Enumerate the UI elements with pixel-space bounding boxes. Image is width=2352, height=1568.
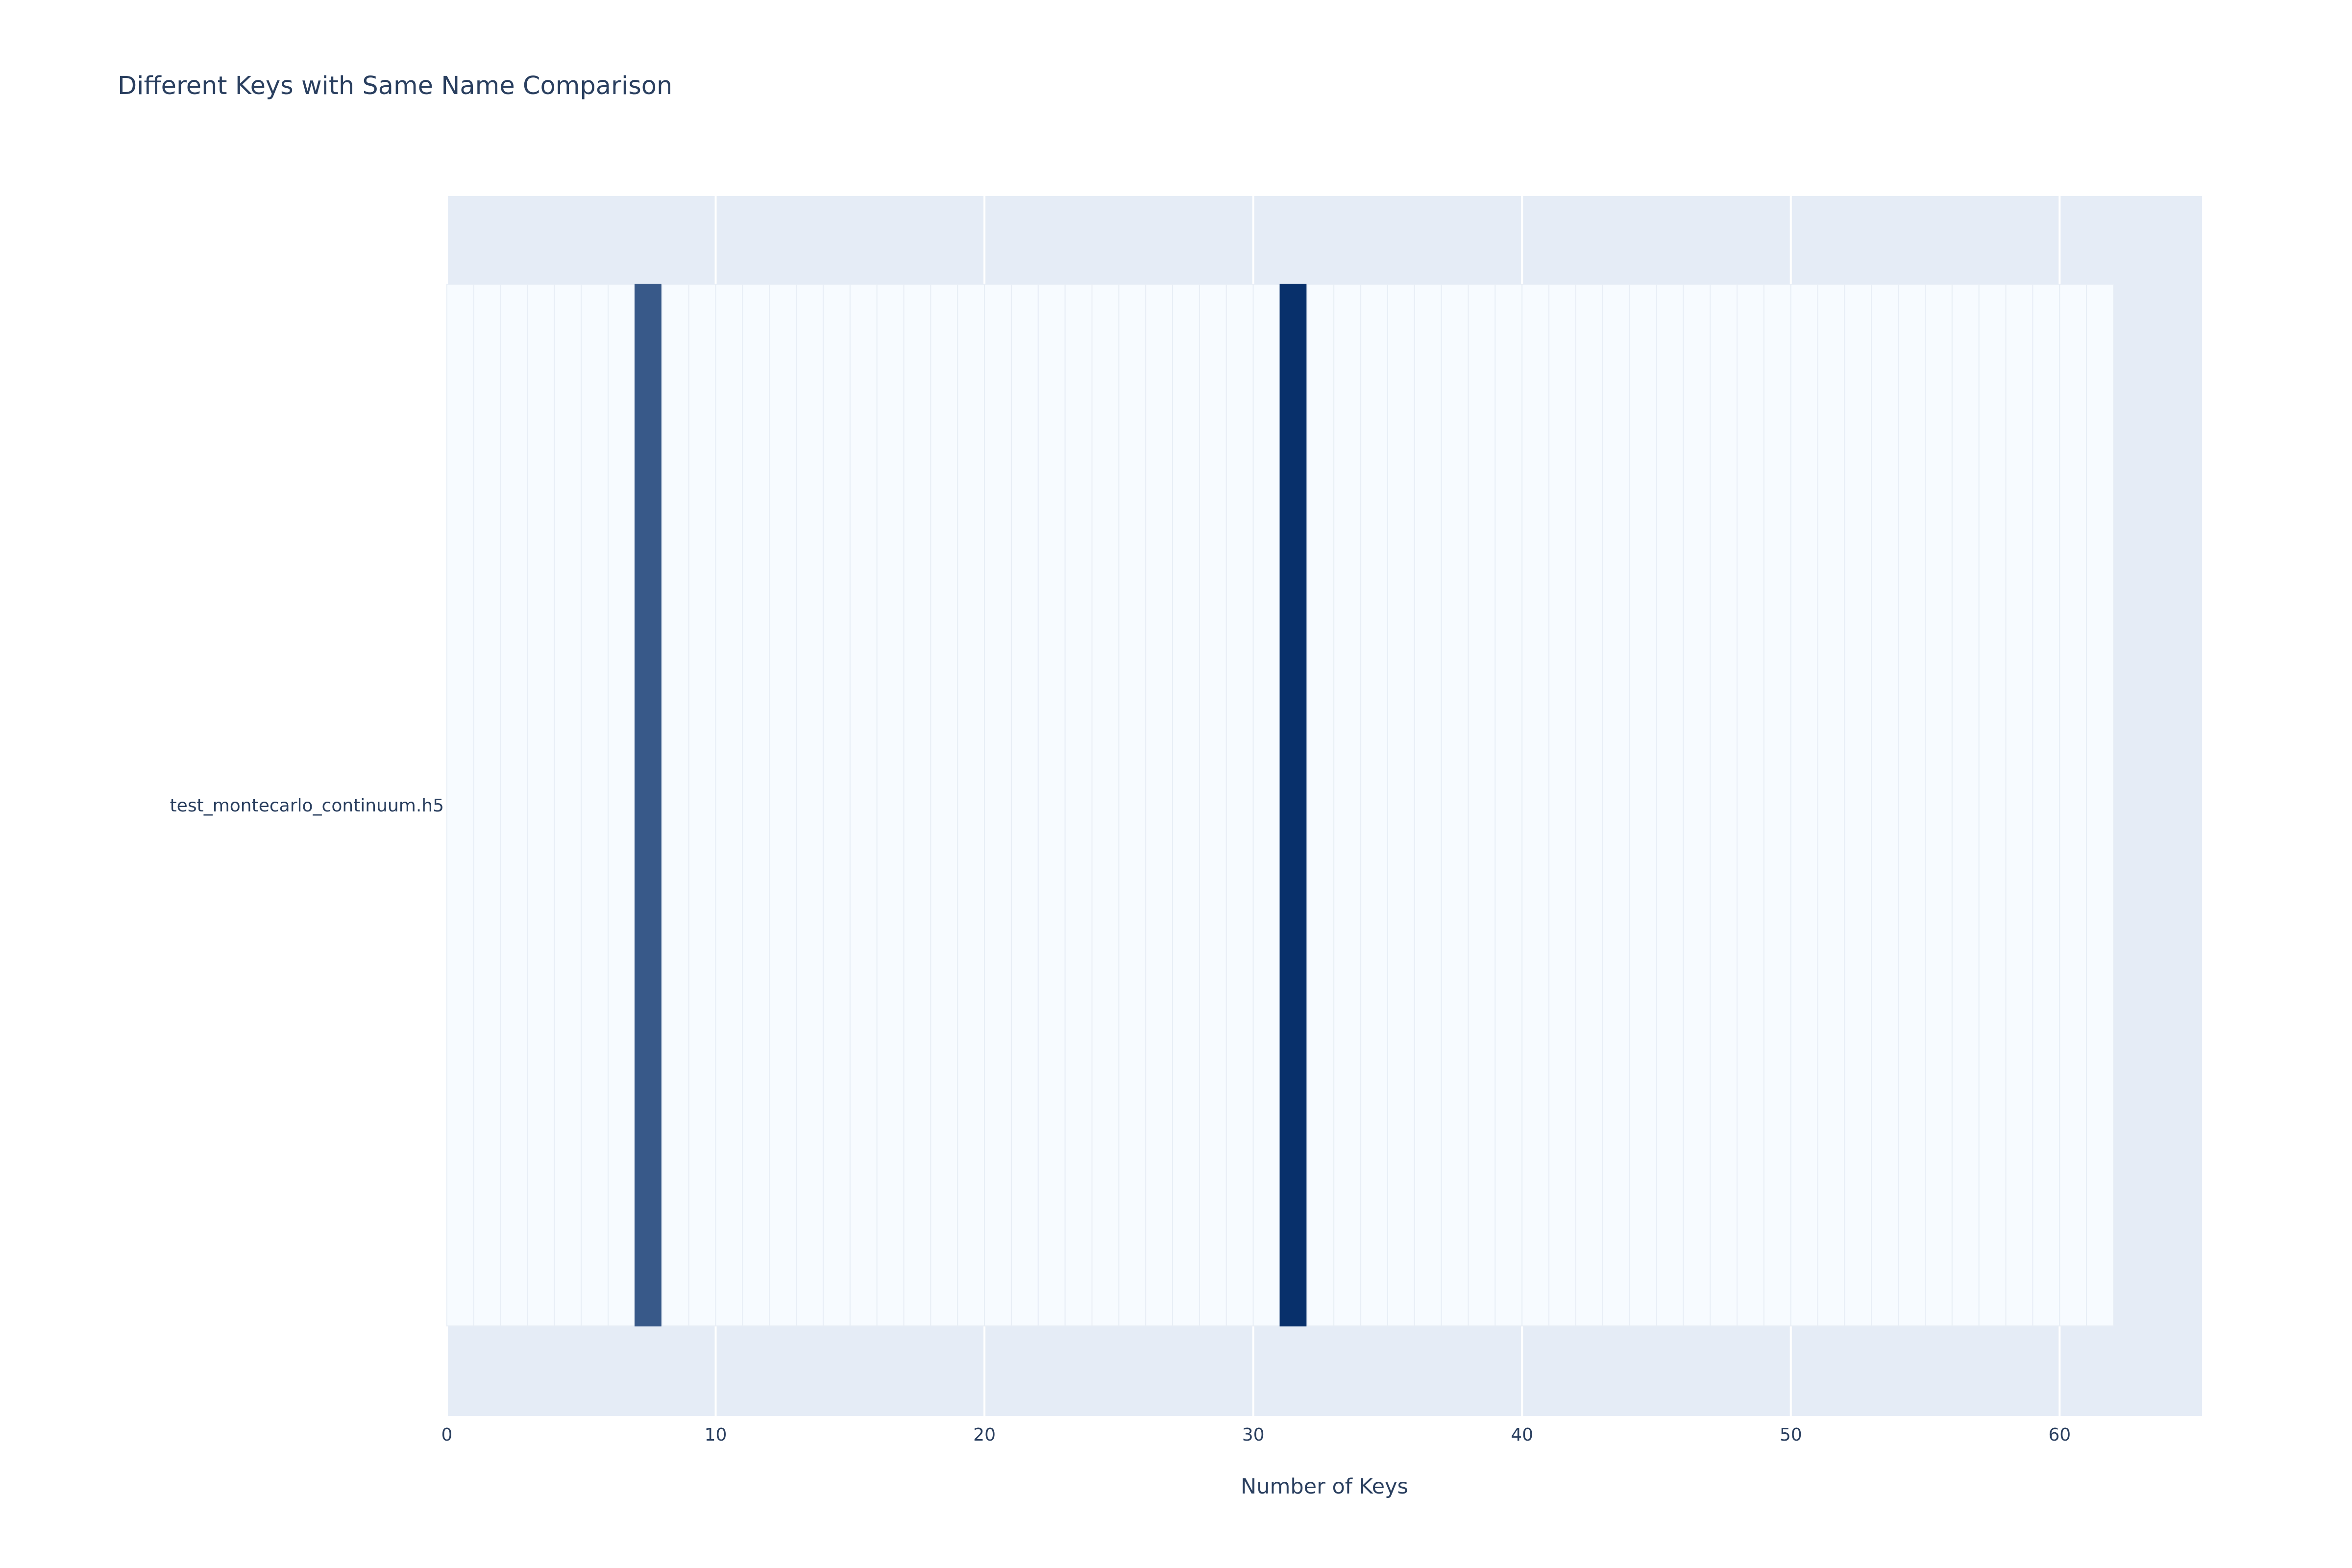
heatmap-cell-4 xyxy=(554,284,582,1326)
heatmap-cell-36 xyxy=(1414,284,1442,1326)
heatmap-cell-37 xyxy=(1441,284,1469,1326)
heatmap-cell-1 xyxy=(473,284,501,1326)
heatmap-cell-22 xyxy=(1037,284,1066,1326)
y-axis-ticks: test_montecarlo_continuum.h5 xyxy=(170,796,444,816)
heatmap-cell-48 xyxy=(1737,284,1764,1326)
heatmap-cell-8 xyxy=(661,284,689,1326)
heatmap-cell-28 xyxy=(1199,284,1227,1326)
heatmap-cell-26 xyxy=(1145,284,1174,1326)
heatmap-cell-50 xyxy=(1790,284,1818,1326)
x-tick-label-50: 50 xyxy=(1780,1425,1802,1445)
heatmap-cell-12 xyxy=(769,284,797,1326)
heatmap-cell-6 xyxy=(608,284,636,1326)
heatmap-cell-16 xyxy=(876,284,905,1326)
heatmap-cell-35 xyxy=(1387,284,1415,1326)
heatmap-cell-56 xyxy=(1951,284,1980,1326)
heatmap-cell-40 xyxy=(1521,284,1550,1326)
heatmap-cell-53 xyxy=(1871,284,1899,1326)
x-tick-label-30: 30 xyxy=(1242,1425,1265,1445)
heatmap-cell-29 xyxy=(1225,284,1254,1326)
heatmap-cells xyxy=(446,284,2114,1326)
heatmap-cell-17 xyxy=(903,284,931,1326)
heatmap-cell-54 xyxy=(1898,284,1926,1326)
heatmap-cell-23 xyxy=(1064,284,1093,1326)
heatmap-cell-11 xyxy=(742,284,770,1326)
heatmap-cell-14 xyxy=(822,284,851,1326)
heatmap-cell-59 xyxy=(2032,284,2060,1326)
heatmap-cell-43 xyxy=(1602,284,1630,1326)
heatmap-cell-27 xyxy=(1172,284,1200,1326)
heatmap-cell-38 xyxy=(1468,284,1496,1326)
x-axis-title: Number of Keys xyxy=(1241,1474,1408,1499)
heatmap-cell-13 xyxy=(796,284,824,1326)
heatmap-cell-30 xyxy=(1252,284,1281,1326)
heatmap-cell-42 xyxy=(1575,284,1603,1326)
heatmap-cell-55 xyxy=(1924,284,1953,1326)
heatmap-cell-25 xyxy=(1118,284,1147,1326)
x-tick-label-0: 0 xyxy=(441,1425,453,1445)
heatmap-cell-20 xyxy=(984,284,1012,1326)
heatmap-cell-31 xyxy=(1279,284,1308,1326)
heatmap-cell-47 xyxy=(1710,284,1738,1326)
x-tick-label-10: 10 xyxy=(705,1425,727,1445)
heatmap-cell-49 xyxy=(1763,284,1791,1326)
heatmap-cell-41 xyxy=(1548,284,1576,1326)
heatmap-cell-44 xyxy=(1629,284,1657,1326)
heatmap-cell-61 xyxy=(2086,284,2114,1326)
heatmap-cell-24 xyxy=(1091,284,1120,1326)
heatmap-cell-39 xyxy=(1494,284,1523,1326)
heatmap-cell-21 xyxy=(1010,284,1039,1326)
heatmap-cell-0 xyxy=(446,284,474,1326)
heatmap-cell-58 xyxy=(2005,284,2034,1326)
heatmap-cell-45 xyxy=(1656,284,1684,1326)
heatmap-cell-52 xyxy=(1844,284,1872,1326)
heatmap-cell-33 xyxy=(1333,284,1362,1326)
heatmap-cell-32 xyxy=(1306,284,1335,1326)
heatmap-cell-3 xyxy=(527,284,555,1326)
heatmap-cell-2 xyxy=(500,284,528,1326)
heatmap-cell-5 xyxy=(581,284,609,1326)
heatmap-cell-7 xyxy=(634,284,662,1326)
heatmap-cell-57 xyxy=(1978,284,2007,1326)
heatmap-cell-18 xyxy=(930,284,958,1326)
heatmap-cell-15 xyxy=(849,284,878,1326)
chart-title: Different Keys with Same Name Comparison xyxy=(118,72,672,100)
heatmap-cell-34 xyxy=(1360,284,1388,1326)
heatmap-cell-9 xyxy=(688,284,716,1326)
x-tick-label-40: 40 xyxy=(1511,1425,1533,1445)
heatmap-cell-46 xyxy=(1683,284,1711,1326)
y-tick-label-0: test_montecarlo_continuum.h5 xyxy=(170,796,444,816)
heatmap-cell-60 xyxy=(2059,284,2087,1326)
heatmap-cell-19 xyxy=(957,284,985,1326)
x-tick-label-20: 20 xyxy=(973,1425,996,1445)
x-tick-label-60: 60 xyxy=(2048,1425,2071,1445)
x-axis-ticks: 0 10 20 30 40 50 60 xyxy=(441,1425,2071,1445)
heatmap-cell-51 xyxy=(1817,284,1845,1326)
heatmap-cell-10 xyxy=(715,284,743,1326)
